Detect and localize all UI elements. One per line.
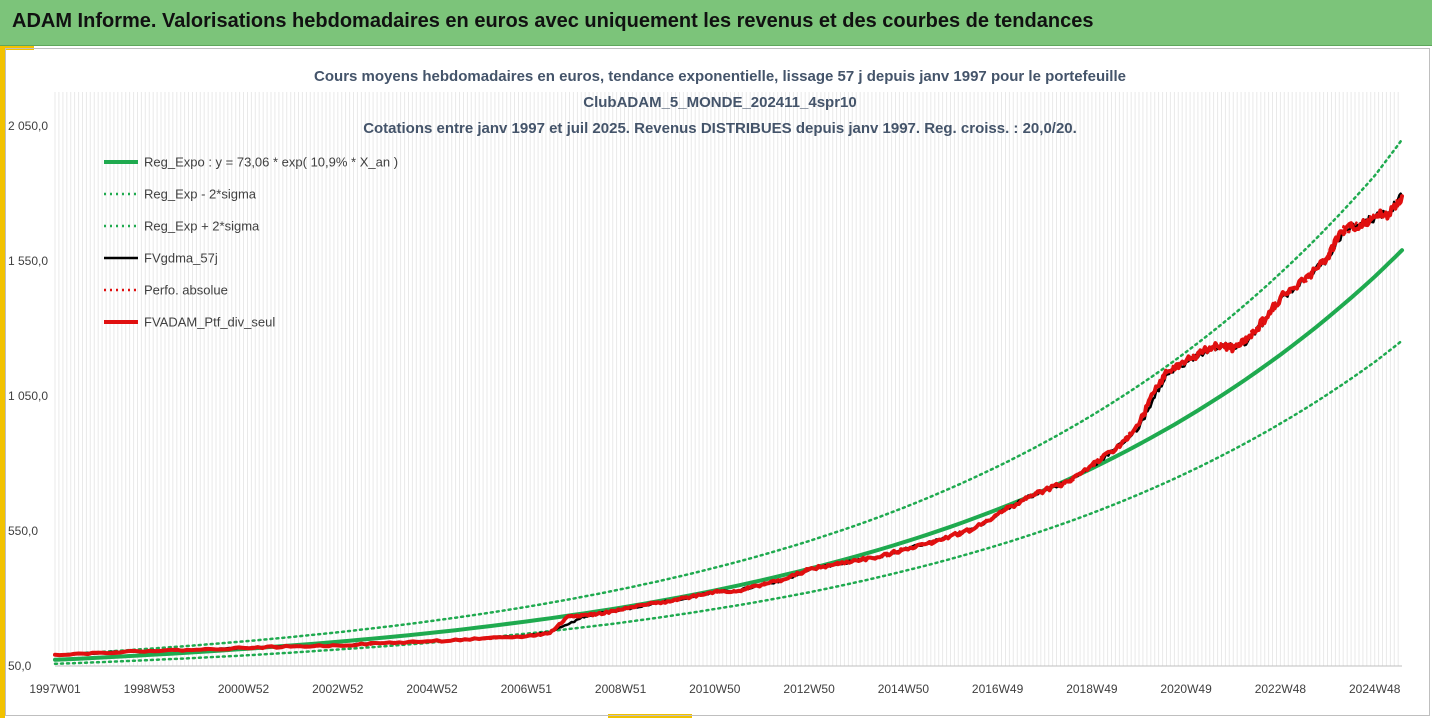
- y-tick-label: 550,0: [8, 524, 38, 538]
- accent-bar-left: [0, 46, 5, 718]
- x-tick-label: 2000W52: [218, 682, 270, 696]
- series-fvadam-ptf-div-seul: [53, 194, 1404, 658]
- y-tick-label: 2 050,0: [8, 119, 48, 133]
- x-tick-label: 2024W48: [1349, 682, 1401, 696]
- legend-label: Perfo. absolue: [144, 283, 228, 298]
- y-tick-label: 50,0: [8, 659, 32, 673]
- y-axis: 50,0 550,0 1 050,0 1 550,0 2 050,0: [8, 119, 48, 673]
- legend-label: Reg_Exp - 2*sigma: [144, 187, 257, 202]
- chart-grid: [54, 92, 1399, 666]
- x-tick-label: 2018W49: [1066, 682, 1118, 696]
- x-tick-label: 2014W50: [878, 682, 930, 696]
- x-tick-label: 2006W51: [501, 682, 553, 696]
- series-reg-expo: [53, 248, 1404, 662]
- x-tick-label: 2012W50: [783, 682, 835, 696]
- x-tick-label: 2008W51: [595, 682, 647, 696]
- chart-title-line-2: ClubADAM_5_MONDE_202411_4spr10: [583, 94, 856, 111]
- chart-title-line-3: Cotations entre janv 1997 et juil 2025. …: [363, 120, 1077, 137]
- chart-legend: Reg_Expo : y = 73,06 * exp( 10,9% * X_an…: [104, 155, 398, 330]
- report-title: ADAM Informe. Valorisations hebdomadaire…: [12, 10, 1094, 32]
- x-axis: 1997W01 1998W53 2000W52 2002W52 2004W52 2006W…: [29, 665, 1402, 696]
- x-tick-label: 1998W53: [124, 682, 176, 696]
- x-tick-label: 2010W50: [689, 682, 741, 696]
- report-banner: ADAM Informe. Valorisations hebdomadaire…: [0, 0, 1432, 46]
- x-tick-label: 2016W49: [972, 682, 1024, 696]
- chart-title-line-1: Cours moyens hebdomadaires en euros, ten…: [314, 68, 1126, 85]
- legend-label: Reg_Expo : y = 73,06 * exp( 10,9% * X_an…: [144, 155, 398, 170]
- x-tick-label: 2020W49: [1160, 682, 1212, 696]
- series-reg-exp-plus-2sigma: [53, 138, 1404, 656]
- legend-label: FVgdma_57j: [144, 251, 218, 266]
- x-tick-label: 2022W48: [1255, 682, 1307, 696]
- legend-label: Reg_Exp + 2*sigma: [144, 219, 260, 234]
- legend-label: FVADAM_Ptf_div_seul: [144, 315, 275, 330]
- y-tick-label: 1 050,0: [8, 389, 48, 403]
- chart-frame: [5, 48, 1430, 716]
- accent-bar-bottom: [608, 714, 692, 718]
- plot-area: [53, 138, 1404, 666]
- series-reg-exp-minus-2sigma: [53, 339, 1404, 666]
- y-tick-label: 1 550,0: [8, 254, 48, 268]
- x-tick-label: 2004W52: [406, 682, 458, 696]
- x-tick-label: 2002W52: [312, 682, 364, 696]
- x-tick-label: 1997W01: [29, 682, 81, 696]
